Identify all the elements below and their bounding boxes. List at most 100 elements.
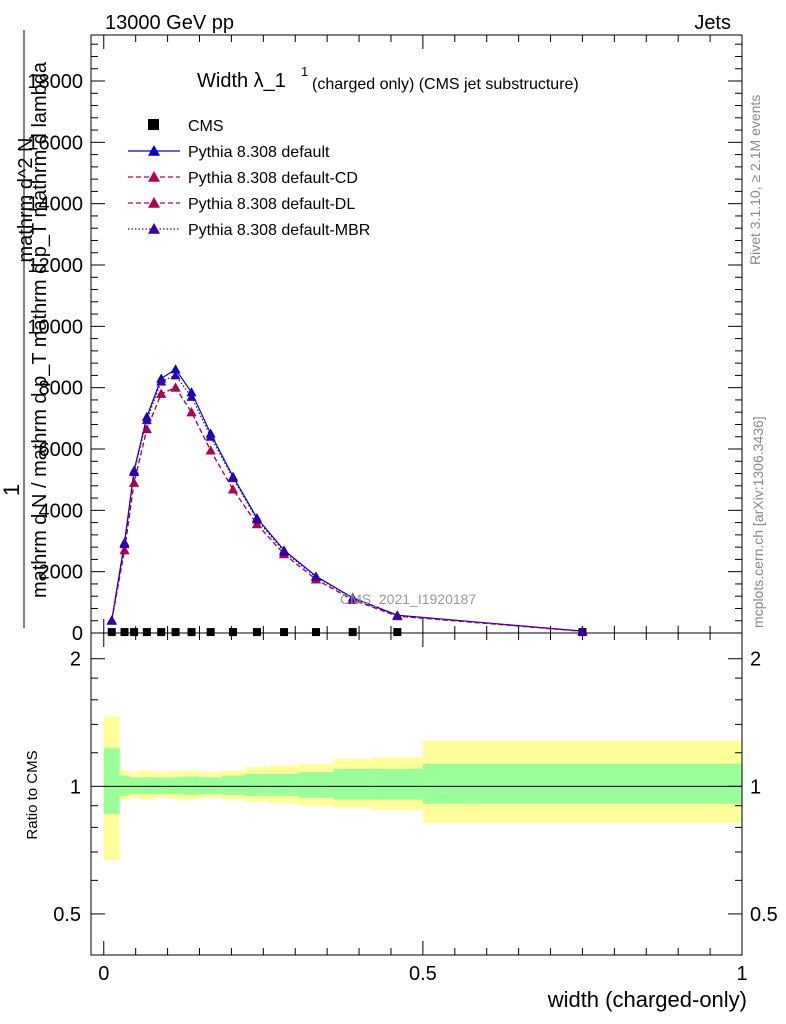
plot-title-main: Width λ_1	[197, 70, 286, 92]
ratio-bands	[103, 716, 742, 861]
ratio-band-inner	[138, 777, 155, 794]
cms-data-point	[157, 628, 166, 637]
cms-data-point	[311, 628, 320, 637]
series-point	[347, 593, 358, 603]
series-point	[170, 364, 181, 374]
legend-marker	[148, 197, 160, 208]
cms-data-point	[252, 628, 261, 637]
ratio-band-inner	[244, 773, 270, 796]
series-point	[156, 388, 167, 398]
plot-title: Width λ_1 1 (charged only) (CMS jet subs…	[197, 64, 579, 93]
ratio-plot-frame	[90, 632, 743, 956]
ratio-band-inner	[199, 777, 222, 794]
series-point	[186, 387, 197, 397]
ratio-band-inner	[422, 763, 742, 804]
y-tick-label: 14000	[27, 194, 83, 216]
series-point	[279, 546, 290, 556]
cms-data-point	[120, 628, 129, 637]
legend-label: Pythia 8.308 default	[188, 144, 330, 161]
y-tick-label: 12000	[27, 255, 83, 277]
y-tick-label: 16000	[27, 132, 83, 154]
x-tick-label: 1	[736, 963, 747, 985]
ratio-band-inner	[269, 773, 299, 796]
series-point	[129, 467, 140, 476]
y-tick-label: 4000	[39, 500, 84, 522]
header-left: 13000 GeV pp	[105, 12, 234, 34]
plot-title-sub: (charged only) (CMS jet substructure)	[312, 76, 579, 93]
ratio-band-inner	[154, 777, 168, 794]
ratio-band-inner	[167, 777, 184, 794]
cms-data-point	[187, 628, 196, 637]
series-point	[186, 407, 197, 417]
series-point	[577, 626, 588, 636]
series-point	[119, 539, 130, 549]
ratio-tick-label: 1	[70, 776, 81, 798]
series-group	[106, 364, 588, 637]
header-right: Jets	[694, 12, 731, 34]
ylabel-numerator-2: mathrm d^2 N	[15, 138, 37, 263]
y-tick-label: 10000	[27, 316, 83, 338]
y-tick-label: 0	[72, 623, 83, 645]
x-tick-label: 0.5	[409, 963, 437, 985]
legend-marker	[148, 171, 160, 182]
y-tick-label: 2000	[39, 562, 84, 584]
legend-marker	[148, 145, 160, 156]
y-tick-label: 18000	[27, 71, 83, 93]
cms-data-point	[206, 628, 215, 637]
series-point	[186, 391, 197, 401]
ratio-tick-label: 2	[70, 649, 81, 671]
ratio-band-inner	[119, 775, 130, 796]
series-point	[205, 445, 216, 455]
y-axis-label-main: 1 mathrm d N / mathrm d p_T mathrm d p_T…	[0, 30, 51, 628]
series-point	[119, 545, 130, 555]
cms-data-point	[229, 628, 238, 637]
ratio-band-inner	[103, 748, 120, 815]
rivet-label: Rivet 3.1.10, ≥ 2.1M events	[747, 95, 763, 265]
y-tick-label: 8000	[39, 378, 84, 400]
cms-data-point	[393, 628, 402, 637]
series-point	[228, 484, 239, 494]
series-point	[106, 615, 117, 625]
series-point	[251, 514, 262, 524]
legend-label: Pythia 8.308 default-MBR	[188, 222, 370, 239]
ratio-band-inner	[371, 768, 423, 800]
series-line	[111, 374, 583, 632]
cms-data-point	[348, 628, 357, 637]
y-axis-label-ratio: Ratio to CMS	[24, 750, 41, 839]
ratio-band-inner	[129, 777, 139, 794]
legend-label: Pythia 8.308 default-CD	[188, 170, 358, 187]
series-point	[392, 610, 403, 620]
series-point	[170, 382, 181, 392]
legend: CMS Pythia 8.308 default Pythia 8.308 defa…	[128, 118, 370, 239]
series-point	[141, 414, 152, 424]
ratio-y-axis: 0.5 0.5 1 1 2 2	[53, 649, 778, 926]
ratio-tick-label-right: 0.5	[750, 904, 778, 926]
cms-data-point	[130, 628, 139, 637]
series-point	[141, 424, 152, 434]
ratio-band-inner	[298, 772, 334, 798]
ratio-band-inner	[221, 775, 245, 795]
series-point	[156, 376, 167, 386]
ratio-tick-label-right: 1	[750, 776, 761, 798]
legend-marker	[148, 119, 159, 130]
series-point	[310, 571, 321, 581]
ratio-band-inner	[333, 768, 372, 800]
series-point	[251, 519, 262, 529]
series-point	[205, 431, 216, 441]
mcplots-label: mcplots.cern.ch [arXiv:1306.3436]	[750, 416, 766, 628]
cms-data-point	[280, 628, 289, 637]
cms-data-point	[142, 628, 151, 637]
ylabel-numerator-1: 1	[0, 484, 24, 496]
x-axis-label: width (charged-only)	[547, 987, 747, 1012]
cms-data-point	[107, 628, 116, 637]
x-tick-label: 0	[98, 963, 109, 985]
main-y-axis: 0 2000 4000 6000 8000 10000 12000 14000 16000 180…	[27, 43, 742, 645]
analysis-watermark: CMS_2021_I1920187	[340, 591, 476, 607]
legend-label: Pythia 8.308 default-DL	[188, 196, 355, 213]
ylabel-denominator: mathrm d N / mathrm d p_T mathrm d p_T m…	[29, 61, 51, 598]
series-point	[228, 473, 239, 483]
legend-marker	[148, 223, 160, 234]
series-point	[170, 370, 181, 380]
cms-data-point	[171, 628, 180, 637]
